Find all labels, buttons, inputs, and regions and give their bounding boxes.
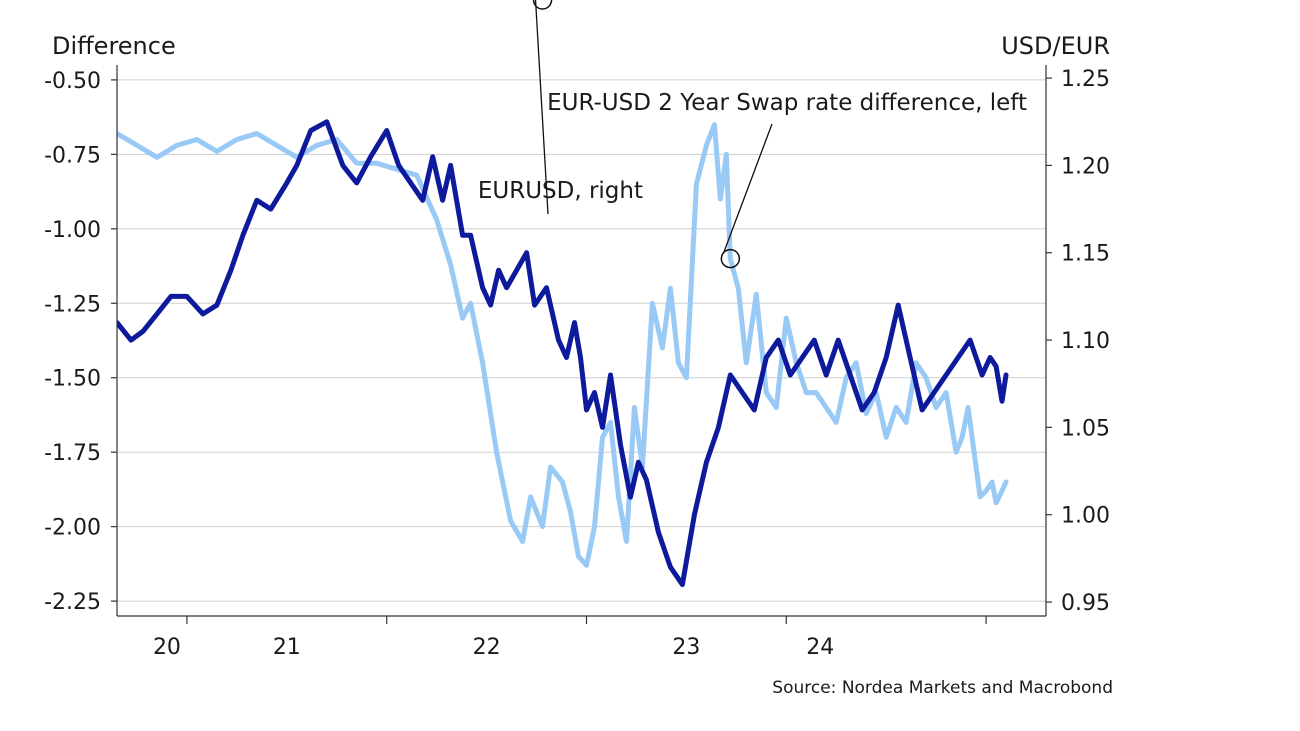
right-tick-label: 0.95 — [1061, 591, 1110, 616]
axes: -0.50 -0.75 -1.00 -1.25 -1.50 -1.75 -2.00 -2.25… — [44, 65, 1110, 660]
right-tick-label: 1.15 — [1061, 242, 1110, 267]
x-tick-label: 23 — [672, 635, 700, 660]
annotation-leader — [722, 123, 773, 254]
annotation-marker — [532, 0, 553, 10]
series-line-eurusd — [117, 119, 1009, 588]
annotations: EUR-USD 2 Year Swap rate difference, lef… — [478, 0, 1027, 269]
series-line-swap-difference — [117, 122, 1009, 568]
right-tick-label: 1.10 — [1061, 329, 1110, 354]
right-axis-title: USD/EUR — [1001, 32, 1110, 60]
x-tick-label: 21 — [273, 635, 301, 660]
annotation-label: EUR-USD 2 Year Swap rate difference, lef… — [547, 90, 1027, 116]
left-tick-label: -1.75 — [44, 441, 101, 466]
left-tick-label: -1.00 — [44, 218, 101, 243]
source-note: Source: Nordea Markets and Macrobond — [772, 678, 1113, 698]
annotation-leader — [534, 0, 549, 215]
left-tick-label: -1.25 — [44, 292, 101, 317]
left-tick-label: -1.50 — [44, 367, 101, 392]
x-tick-label: 24 — [806, 635, 834, 660]
x-tick-label: 20 — [153, 635, 181, 660]
left-tick-label: -0.50 — [44, 69, 101, 94]
left-tick-label: -2.25 — [44, 590, 101, 615]
left-axis-title: Difference — [52, 32, 176, 60]
x-tick-label: 22 — [473, 635, 501, 660]
right-tick-label: 1.05 — [1061, 416, 1110, 441]
right-tick-label: 1.25 — [1061, 67, 1110, 92]
left-tick-label: -2.00 — [44, 516, 101, 541]
annotation-label: EURUSD, right — [478, 178, 643, 204]
right-tick-label: 1.20 — [1061, 154, 1110, 179]
left-tick-label: -0.75 — [44, 143, 101, 168]
series-layer — [117, 119, 1009, 588]
right-tick-label: 1.00 — [1061, 504, 1110, 529]
annotation-marker — [720, 248, 741, 269]
